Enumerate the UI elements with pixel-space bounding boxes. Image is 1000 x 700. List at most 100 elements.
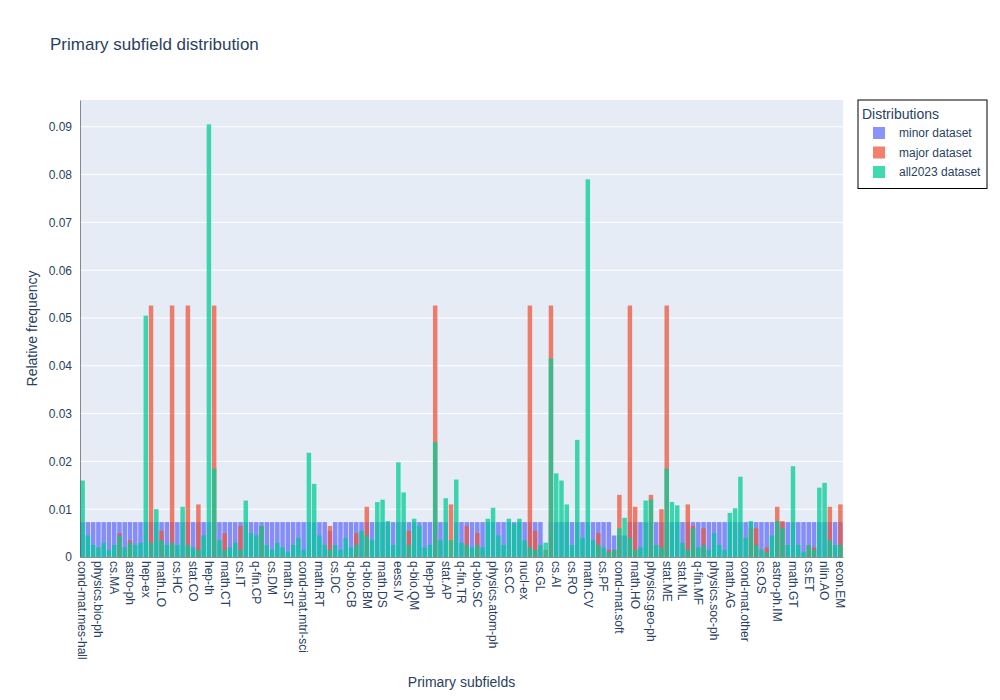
tick: cs.DM (265, 557, 279, 595)
tick: cond-mat.other (738, 557, 752, 642)
bar (407, 531, 411, 557)
background (0, 0, 1000, 700)
bar (780, 528, 784, 557)
bar (391, 522, 395, 557)
tick-label: stat.ML (675, 561, 689, 601)
bar (807, 522, 811, 557)
bar (649, 495, 653, 557)
grid-line (80, 413, 843, 414)
bar (491, 508, 495, 557)
bar (743, 522, 747, 557)
bar (228, 547, 232, 557)
tick: physics.atom-ph (486, 557, 500, 648)
tick-label: q-bio.BM (360, 561, 374, 609)
bar (775, 522, 779, 557)
tick: stat.AP (439, 557, 453, 600)
bar (333, 545, 337, 557)
bar (238, 550, 242, 557)
bar (786, 545, 790, 557)
tick-label: math.DS (375, 561, 389, 608)
tick: 0.01 (49, 503, 80, 517)
bar (764, 547, 768, 557)
bar (696, 522, 700, 557)
bar (338, 550, 342, 557)
bar (601, 547, 605, 557)
grid-line (80, 126, 843, 127)
bar (222, 522, 226, 557)
tick: math.CT (218, 557, 232, 608)
bar (354, 522, 358, 557)
axis-line (80, 101, 81, 558)
tick: math.CV (581, 557, 595, 608)
bar (107, 522, 111, 557)
bar (112, 522, 116, 557)
plot-area (80, 100, 843, 557)
bar (712, 533, 716, 557)
bar (354, 533, 358, 557)
grid-line (80, 365, 843, 366)
bar (533, 531, 537, 557)
tick-label: cond-mat.soft (612, 561, 626, 634)
tick-label: 0.02 (49, 455, 73, 469)
bar (664, 306, 668, 557)
bars (80, 124, 842, 557)
tick-label: q-fin.CP (249, 561, 263, 604)
bar (828, 507, 832, 557)
tick-label: math.HO (628, 561, 642, 609)
bar (612, 550, 616, 557)
bar (701, 528, 705, 557)
bar (675, 505, 679, 557)
bar (812, 547, 816, 557)
tick-label: cond-mat.mes-hall (75, 561, 89, 660)
tick-label: nucl-ex (517, 561, 531, 600)
tick-label: cs.OS (754, 561, 768, 594)
grid-line (80, 461, 843, 462)
bar (275, 543, 279, 557)
bar (470, 522, 474, 557)
bar (654, 522, 658, 557)
bar (417, 522, 421, 557)
bar (259, 526, 263, 557)
bar (407, 522, 411, 557)
bar (591, 540, 595, 557)
bar (117, 533, 121, 557)
bar (817, 488, 821, 557)
bar (722, 522, 726, 557)
bar (165, 522, 169, 557)
tick: cs.ET (802, 557, 816, 592)
tick-label: cs.CC (502, 561, 516, 594)
tick-label: 0 (65, 550, 72, 564)
tick: cs.PF (596, 557, 610, 592)
tick: math.RT (312, 557, 326, 607)
bar (407, 545, 411, 557)
bar (343, 538, 347, 557)
grid-line (80, 270, 843, 271)
bar (717, 522, 721, 557)
tick: cond-mat.mes-hall (75, 557, 89, 660)
grid-line (80, 509, 843, 510)
bar (686, 550, 690, 557)
bar (275, 522, 279, 557)
bar (443, 498, 447, 557)
chart: cond-mat.mes-hallphysics.bio-phcs.MAastr… (0, 0, 1000, 700)
tick-label: eess.IV (391, 561, 405, 601)
bar (538, 545, 542, 557)
bar (586, 179, 590, 557)
bar (401, 492, 405, 557)
bar (570, 545, 574, 557)
legend: Distributionsminor datasetmajor dataseta… (858, 100, 987, 189)
tick-label: cs.AI (549, 561, 563, 588)
bar (475, 533, 479, 557)
tick-label: math.AG (723, 561, 737, 608)
bar (207, 124, 211, 557)
bar (349, 522, 353, 557)
tick: cs.RO (565, 557, 579, 594)
tick-label: nlin.AO (817, 561, 831, 600)
bar (691, 528, 695, 557)
tick-label: 0.09 (49, 120, 73, 134)
bar (107, 550, 111, 557)
bar (749, 522, 753, 557)
bar (91, 545, 95, 557)
bar (149, 543, 153, 557)
bar (359, 522, 363, 557)
